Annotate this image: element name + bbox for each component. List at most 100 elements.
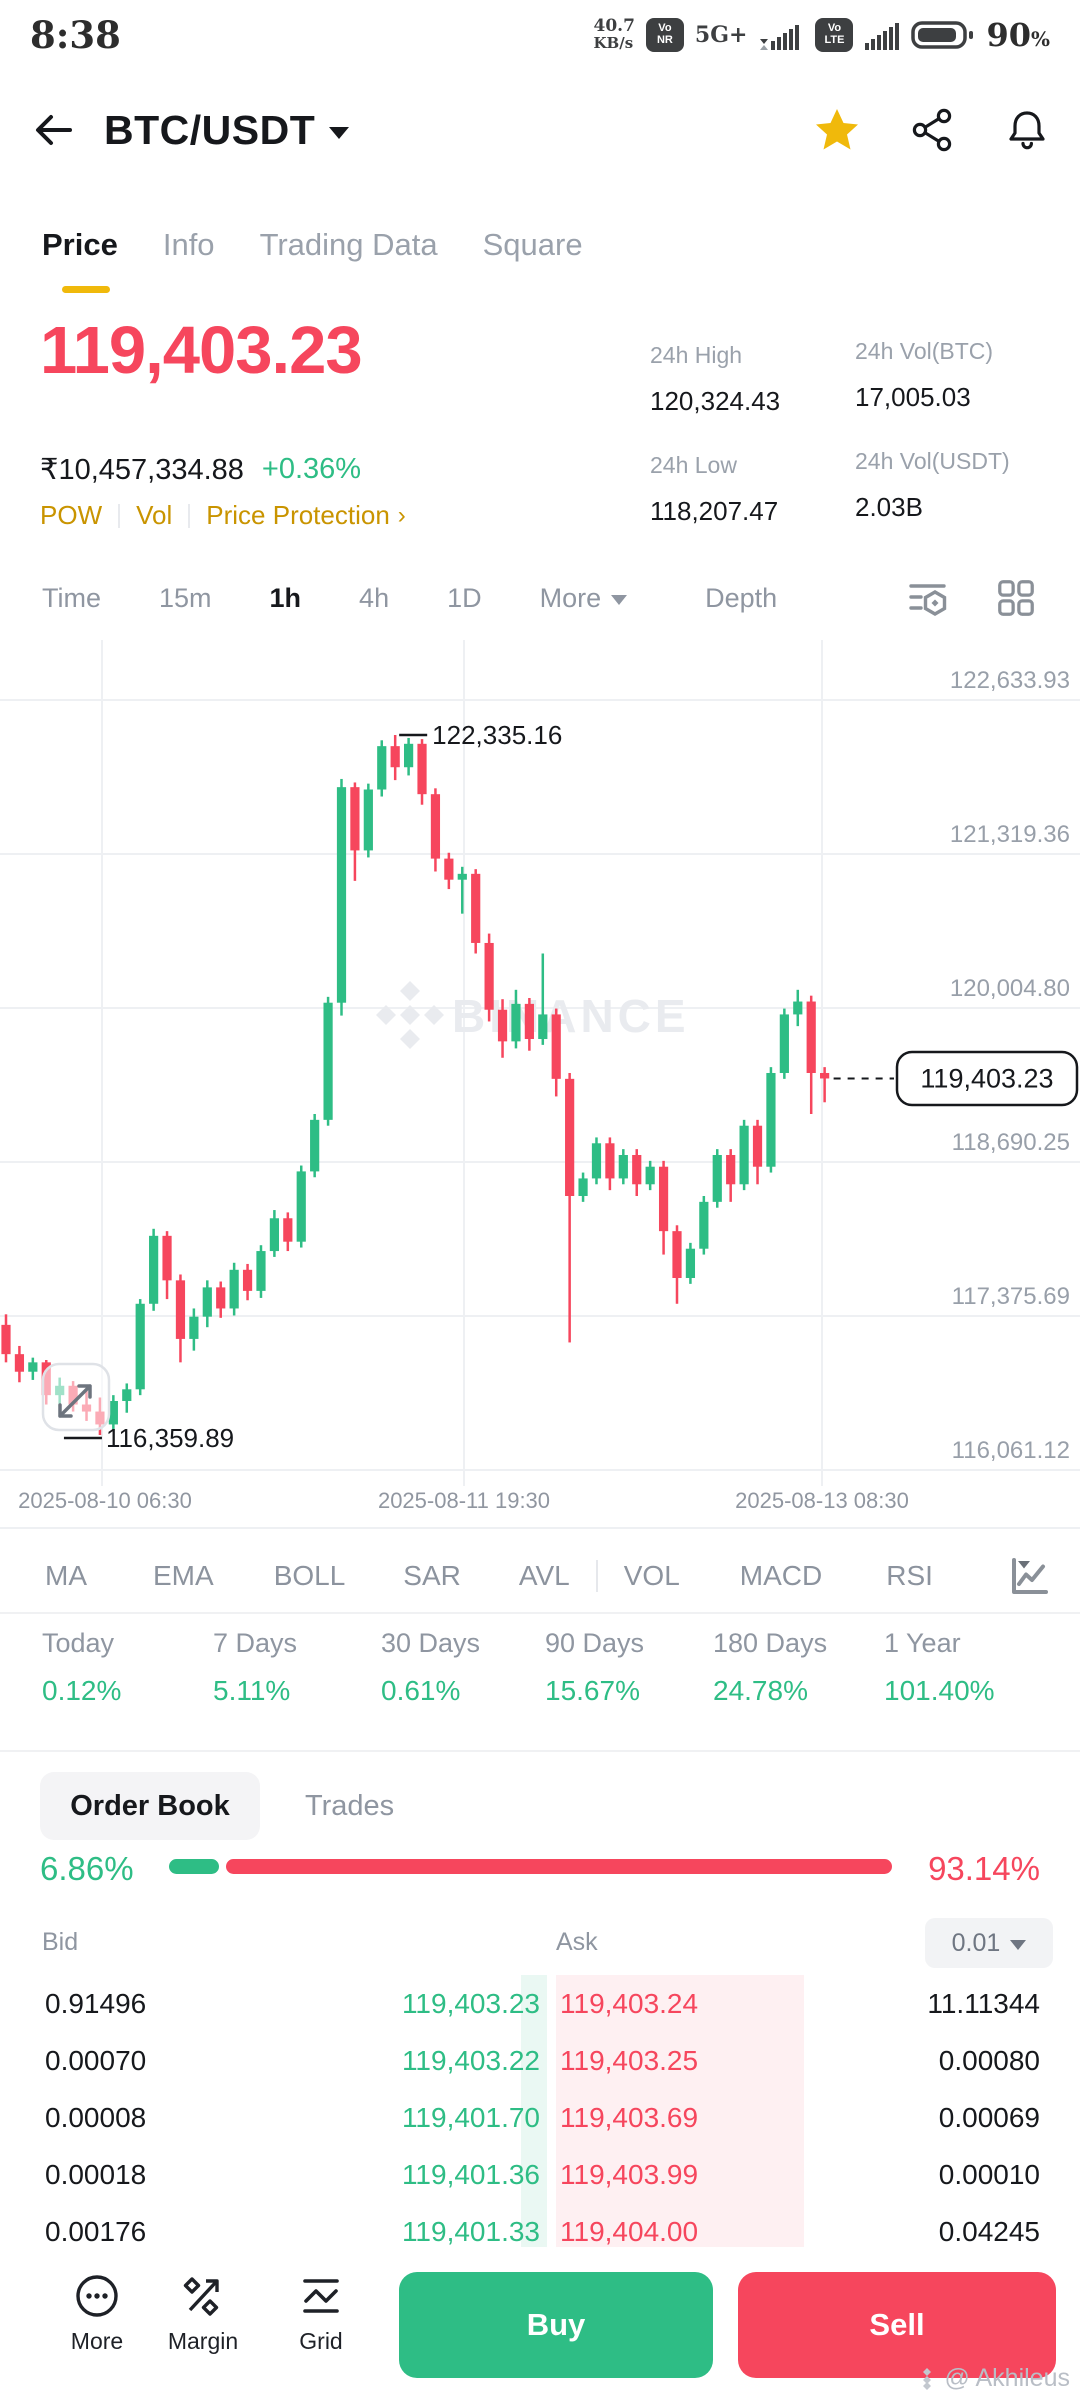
ask-quantity: 11.11344 (927, 1987, 1040, 2019)
return-period-value: 24.78% (713, 1675, 808, 1706)
candle-body (417, 743, 427, 795)
return-period-label: 180 Days (713, 1628, 828, 1658)
candle-body (806, 1001, 816, 1073)
header: BTC/USDT (0, 92, 1080, 168)
candle-body (752, 1125, 763, 1167)
indicator-sar[interactable]: SAR (403, 1560, 461, 1591)
tab-trading-data[interactable]: Trading Data (259, 227, 438, 262)
ask-column-header: Ask (556, 1928, 598, 1956)
share-button[interactable] (910, 108, 956, 152)
candle-body (779, 1014, 789, 1073)
candle-body (28, 1362, 38, 1372)
divider (595, 1560, 598, 1592)
candle-body (350, 787, 360, 851)
signal-bars-icon-2 (865, 23, 900, 50)
candle-body (793, 1001, 803, 1015)
candle-body (189, 1316, 199, 1339)
tab-info[interactable]: Info (162, 227, 215, 262)
interval-1d[interactable]: 1D (447, 582, 482, 613)
pair-selector-caret-icon[interactable] (329, 127, 350, 139)
layout-grid-icon[interactable] (994, 577, 1038, 619)
chart-style-icon[interactable] (1004, 1554, 1050, 1598)
pair-title[interactable]: BTC/USDT (104, 106, 316, 153)
high-annotation: 122,335.16 (432, 720, 562, 750)
indicator-macd[interactable]: MACD (739, 1560, 823, 1591)
precision-selector[interactable]: 0.01 (925, 1918, 1053, 1968)
volte-badge: Vo LTE (815, 18, 854, 52)
order-book-row[interactable]: 0.00008 119,401.70 119,403.69 0.00069 (0, 2089, 1080, 2146)
sell-ratio-segment (226, 1859, 892, 1874)
y-axis-label: 120,004.80 (950, 975, 1070, 1002)
token-tags-row: POW Vol Price Protection › (40, 500, 406, 531)
chart-toolbar: Time 15m 1h 4h 1D More Depth (0, 566, 1080, 630)
return-period-value: 101.40% (884, 1675, 995, 1706)
ask-price: 119,404.00 (560, 2215, 699, 2247)
last-price-tag[interactable]: 119,403.23 (895, 1050, 1079, 1107)
change-percent: +0.36% (261, 453, 362, 485)
interval-1h[interactable]: 1h (269, 582, 302, 613)
expand-chart-icon[interactable] (41, 1362, 111, 1432)
candle-body (524, 1003, 534, 1040)
y-axis-label: 118,690.25 (952, 1129, 1070, 1156)
order-book-row[interactable]: 0.00018 119,401.36 119,403.99 0.00010 (0, 2146, 1080, 2203)
tag-vol[interactable]: Vol (136, 500, 173, 530)
candle-body (645, 1166, 655, 1185)
stat-24h-high-value: 120,324.43 (650, 386, 781, 416)
sell-button[interactable]: Sell (738, 2272, 1056, 2378)
bid-quantity: 0.00176 (45, 2215, 147, 2247)
candle-body (766, 1072, 776, 1167)
tab-order-book[interactable]: Order Book (40, 1772, 260, 1840)
period-returns-row: Today 0.12% 7 Days 5.11% 30 Days 0.61% 90 Days… (0, 1628, 1080, 1746)
chevron-right-icon[interactable]: › (397, 501, 406, 529)
tag-pow[interactable]: POW (40, 500, 103, 530)
tab-price[interactable]: Price (42, 227, 118, 262)
more-intervals-button[interactable]: More (540, 583, 628, 614)
indicator-avl[interactable]: AVL (518, 1560, 570, 1591)
candle-body (699, 1201, 709, 1249)
indicator-settings-icon[interactable] (906, 577, 950, 619)
depth-button[interactable]: Depth (705, 582, 778, 613)
order-book-row[interactable]: 0.00176 119,401.33 119,404.00 0.04245 (0, 2203, 1080, 2260)
indicator-ema[interactable]: EMA (153, 1560, 214, 1591)
more-button[interactable]: More (42, 2272, 152, 2355)
indicator-vol[interactable]: VOL (623, 1560, 680, 1591)
candle-body (565, 1078, 575, 1196)
return-period: 7 Days 5.11% (213, 1628, 297, 1707)
stat-24h-volbtc-value: 17,005.03 (855, 382, 971, 412)
indicator-ma[interactable]: MA (45, 1560, 87, 1591)
indicator-rsi[interactable]: RSI (886, 1560, 933, 1591)
candle-body (296, 1171, 306, 1242)
alerts-button[interactable] (1004, 108, 1050, 152)
chevron-down-icon (611, 595, 628, 605)
margin-button[interactable]: Margin (148, 2272, 258, 2355)
buy-button[interactable]: Buy (399, 2272, 713, 2378)
candle-body (1, 1324, 11, 1355)
y-axis-label: 122,633.93 (950, 667, 1070, 694)
binance-diamond-icon (424, 1005, 444, 1025)
ask-price: 119,403.24 (560, 1987, 699, 2019)
indicator-boll[interactable]: BOLL (273, 1560, 346, 1591)
candle-body (202, 1287, 212, 1317)
return-period: 30 Days 0.61% (381, 1628, 480, 1707)
ask-quantity: 0.00080 (938, 2044, 1040, 2076)
indicator-tabs-row: MA EMA BOLL SAR AVL VOL MACD RSI (0, 1540, 1080, 1612)
interval-4h[interactable]: 4h (359, 582, 390, 613)
candle-body (538, 1014, 548, 1040)
tab-square[interactable]: Square (482, 227, 583, 262)
return-period: 180 Days 24.78% (713, 1628, 827, 1707)
interval-time[interactable]: Time (42, 582, 101, 613)
candle-wick (568, 1072, 571, 1343)
back-arrow-icon[interactable] (30, 108, 76, 152)
return-period-value: 15.67% (545, 1675, 640, 1706)
tab-trades[interactable]: Trades (305, 1789, 395, 1822)
return-period-value: 0.61% (381, 1675, 461, 1706)
order-book-row[interactable]: 0.00070 119,403.22 119,403.25 0.00080 (0, 2032, 1080, 2089)
interval-15m[interactable]: 15m (159, 582, 212, 613)
favorite-button[interactable] (812, 106, 862, 154)
candlestick-chart[interactable]: BINANCE122,633.93121,319.36120,004.80118… (0, 640, 1080, 1530)
tag-price-protection[interactable]: Price Protection (206, 500, 390, 530)
order-book-row[interactable]: 0.91496 119,403.23 119,403.24 11.11344 (0, 1975, 1080, 2032)
grid-button[interactable]: Grid (266, 2272, 376, 2355)
return-period-label: Today (42, 1628, 115, 1658)
binance-diamond-icon (400, 1005, 420, 1025)
